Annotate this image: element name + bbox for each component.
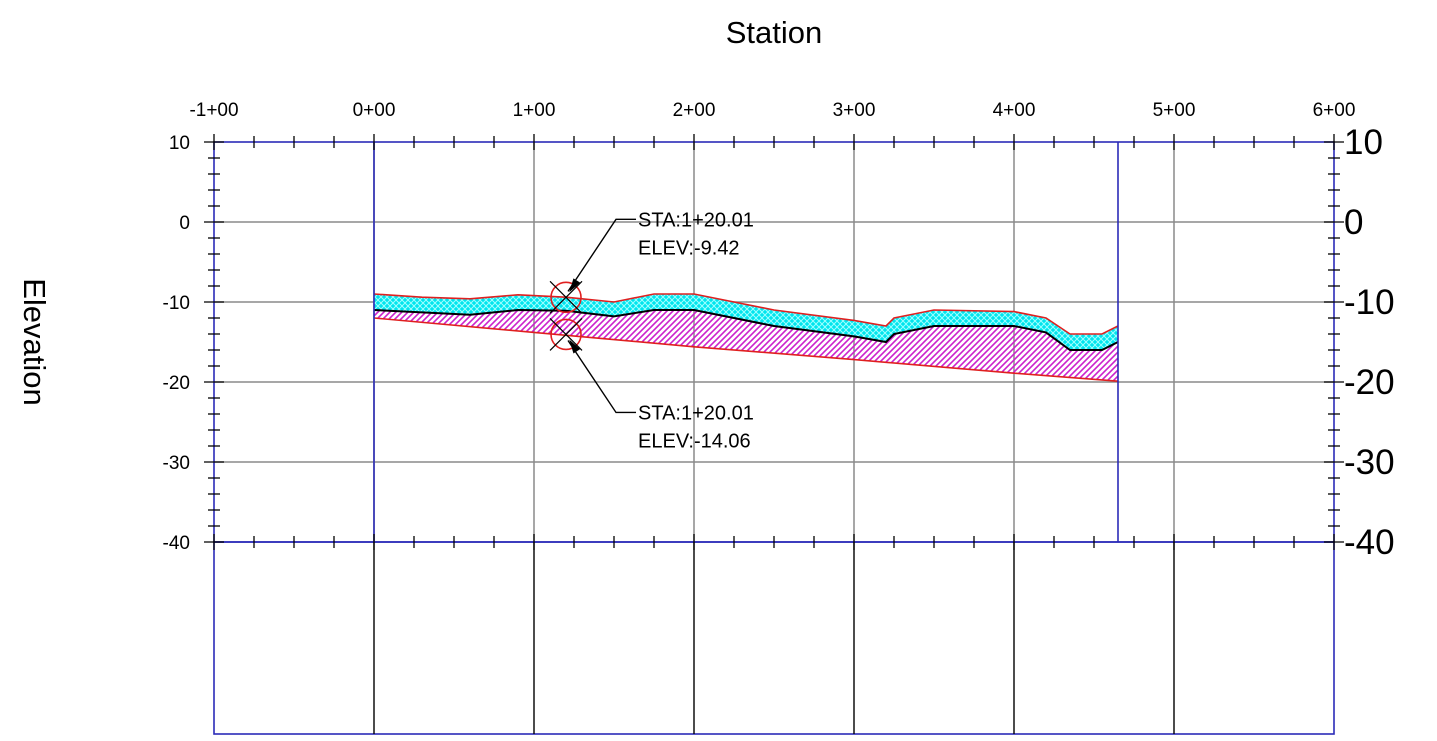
frame-layer	[213, 141, 1335, 735]
tick-label-layer: -1+00 0+00 1+00 2+00 3+00 4+00 5+00 6+00100-10-…	[163, 100, 1395, 562]
y-tick-label-right: -30	[1344, 443, 1395, 482]
top-surface-line	[373, 293, 1119, 335]
x-tick-label: -1+00	[189, 100, 238, 121]
middle-surface-line	[373, 308, 1119, 351]
y-tick-label-left: -20	[163, 373, 190, 394]
y-tick-label-right: -10	[1344, 283, 1395, 322]
x-tick-label: 5+00	[1153, 100, 1196, 121]
surface-lines	[373, 293, 1119, 382]
upper-layer-fill	[374, 294, 1118, 350]
station-marker-cross	[549, 280, 583, 314]
x-tick-label: 2+00	[673, 100, 716, 121]
y-tick-label-right: 10	[1344, 123, 1383, 162]
x-tick-label: 1+00	[513, 100, 556, 121]
station-marker-circle	[550, 281, 582, 314]
y-tick-label-right: 0	[1344, 203, 1363, 242]
y-tick-label-left: 10	[169, 133, 190, 154]
y-tick-label-left: -30	[163, 453, 190, 474]
marker-arrowhead	[569, 339, 581, 354]
marker-station-label: STA:1+20.01	[638, 402, 754, 424]
x-tick-label: 0+00	[353, 100, 396, 121]
station-marker-cross	[549, 318, 583, 351]
layer-fills	[374, 294, 1118, 382]
y-tick-label-left: 0	[179, 213, 190, 234]
x-tick-label: 6+00	[1313, 100, 1356, 121]
bottom-surface-line	[373, 317, 1119, 382]
marker-station-label: STA:1+20.01	[638, 209, 754, 231]
tick-layer	[204, 134, 1344, 550]
marker-leader-line	[567, 340, 637, 414]
x-axis-title: Station	[726, 15, 823, 50]
marker-elevation-label: ELEV:-14.06	[638, 430, 751, 452]
data-band-frame	[213, 541, 1335, 735]
y-tick-label-right: -20	[1344, 363, 1395, 402]
y-tick-label-left: -10	[163, 293, 190, 314]
marker-leader-line	[567, 218, 637, 292]
marker-elevation-label: ELEV:-9.42	[638, 237, 740, 259]
y-axis-title: Elevation	[17, 278, 52, 406]
marker-layer: STA:1+20.01 ELEV:-9.42 STA:1+20.01 ELEV:-14…	[549, 209, 754, 452]
marker-arrowhead	[569, 278, 581, 293]
x-tick-label: 4+00	[993, 100, 1036, 121]
y-tick-label-left: -40	[163, 533, 190, 554]
x-tick-label: 3+00	[833, 100, 876, 121]
station-marker-circle	[550, 318, 582, 351]
y-tick-label-right: -40	[1344, 523, 1395, 562]
